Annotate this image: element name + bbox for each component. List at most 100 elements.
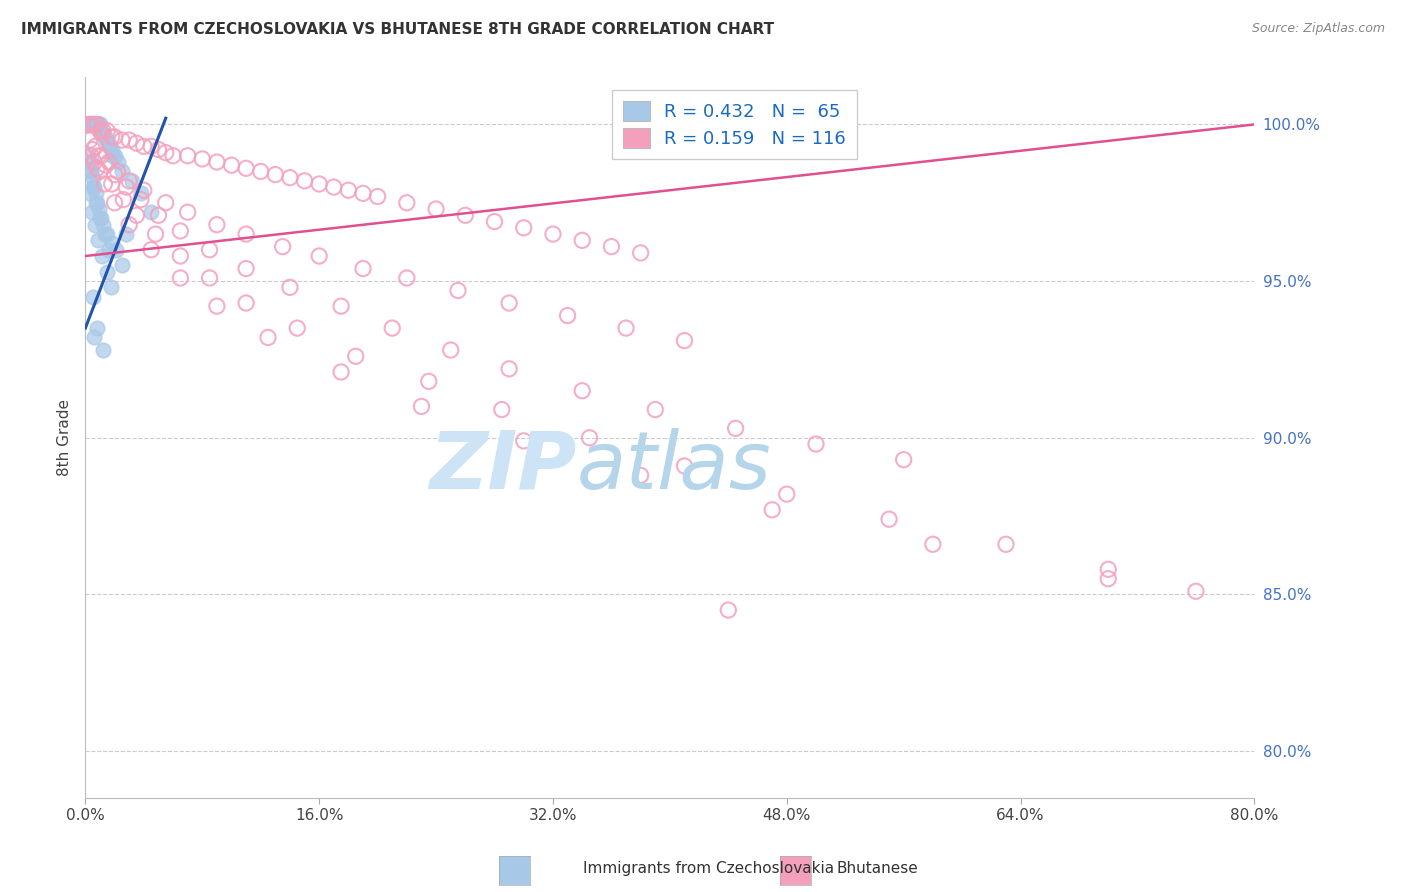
Point: [440, 343, 463, 357]
Point: [104, 195, 127, 210]
Point: [82, 143, 104, 157]
Point: [776, 487, 799, 501]
Point: [717, 603, 740, 617]
Point: [89, 211, 111, 226]
Point: [90, 211, 112, 226]
Point: [86, 118, 108, 132]
Point: [87, 149, 110, 163]
Point: [86, 195, 108, 210]
Point: [571, 233, 593, 247]
Point: [76, 118, 98, 132]
Point: [491, 402, 513, 417]
Point: [80, 118, 103, 132]
Text: Bhutanese: Bhutanese: [837, 861, 918, 876]
Point: [96, 124, 118, 138]
Point: [86, 195, 108, 210]
Point: [91, 127, 114, 141]
Point: [96, 133, 118, 147]
Point: [83, 118, 105, 132]
Point: [308, 177, 330, 191]
Point: [100, 130, 122, 145]
Point: [79, 155, 101, 169]
Point: [285, 321, 308, 335]
Point: [395, 195, 418, 210]
Text: Source: ZipAtlas.com: Source: ZipAtlas.com: [1251, 22, 1385, 36]
Point: [77, 118, 100, 132]
Text: IMMIGRANTS FROM CZECHOSLOVAKIA VS BHUTANESE 8TH GRADE CORRELATION CHART: IMMIGRANTS FROM CZECHOSLOVAKIA VS BHUTAN…: [21, 22, 775, 37]
Point: [77, 118, 100, 132]
Point: [83, 180, 105, 194]
Point: [82, 118, 104, 132]
Point: [111, 133, 134, 147]
Point: [541, 227, 564, 241]
Point: [90, 149, 112, 163]
Point: [91, 343, 114, 357]
Point: [724, 421, 747, 435]
Point: [249, 164, 271, 178]
Point: [922, 537, 945, 551]
Point: [98, 243, 121, 257]
Point: [411, 400, 433, 414]
Point: [235, 296, 257, 310]
Point: [614, 321, 637, 335]
Point: [77, 186, 100, 201]
Point: [83, 118, 105, 132]
Point: [367, 189, 389, 203]
Point: [877, 512, 900, 526]
Point: [169, 271, 191, 285]
Point: [352, 186, 374, 201]
Point: [139, 139, 162, 153]
Point: [82, 180, 104, 194]
Point: [644, 402, 666, 417]
Point: [82, 290, 104, 304]
Point: [111, 164, 134, 178]
Point: [83, 218, 105, 232]
Point: [198, 243, 221, 257]
Point: [1185, 584, 1208, 599]
Point: [86, 118, 108, 132]
Point: [804, 437, 827, 451]
Point: [454, 208, 477, 222]
Point: [87, 118, 110, 132]
Point: [111, 259, 134, 273]
Point: [87, 233, 110, 247]
Point: [155, 195, 177, 210]
Point: [118, 133, 141, 147]
Point: [125, 208, 148, 222]
Point: [322, 180, 344, 194]
Point: [235, 261, 257, 276]
Point: [96, 265, 118, 279]
Point: [87, 118, 110, 132]
Point: [77, 118, 100, 132]
Point: [82, 118, 104, 132]
Point: [139, 205, 162, 219]
Point: [104, 130, 127, 145]
Point: [79, 164, 101, 178]
Point: [761, 503, 783, 517]
Point: [578, 431, 600, 445]
Point: [98, 139, 121, 153]
Point: [271, 239, 294, 253]
Point: [205, 218, 228, 232]
Point: [90, 127, 112, 141]
Point: [571, 384, 593, 398]
Point: [308, 249, 330, 263]
Point: [330, 299, 353, 313]
Point: [498, 361, 520, 376]
Point: [91, 218, 114, 232]
Point: [205, 155, 228, 169]
Point: [115, 227, 138, 241]
Point: [112, 193, 135, 207]
Point: [1097, 562, 1119, 576]
Point: [77, 149, 100, 163]
Point: [79, 118, 101, 132]
Point: [294, 174, 316, 188]
Point: [105, 243, 128, 257]
Point: [129, 193, 152, 207]
Point: [89, 164, 111, 178]
Point: [83, 118, 105, 132]
Point: [100, 280, 122, 294]
Point: [278, 280, 301, 294]
Point: [673, 458, 696, 473]
Point: [125, 136, 148, 151]
